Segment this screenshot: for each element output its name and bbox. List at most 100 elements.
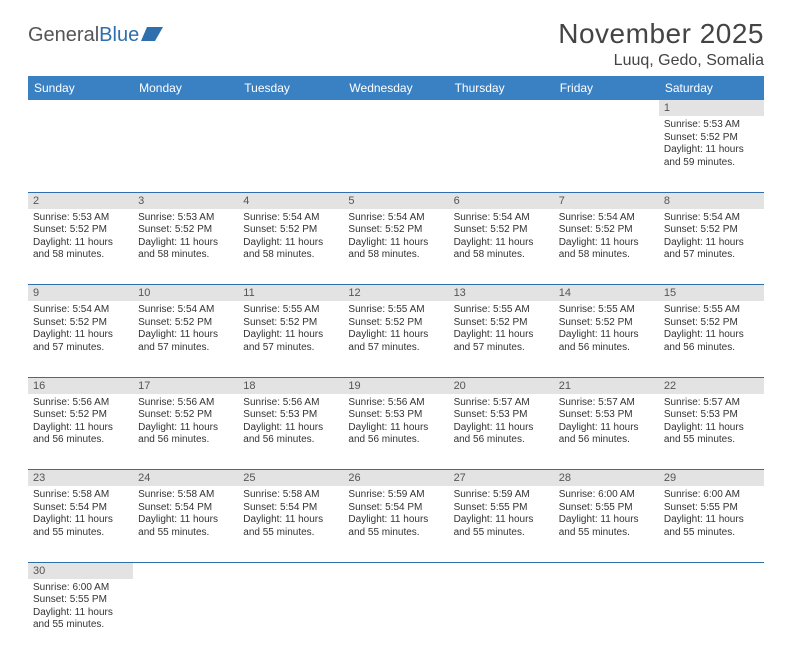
day-content-cell: Sunrise: 5:54 AMSunset: 5:52 PMDaylight:… [238, 209, 343, 285]
sunrise-line: Sunrise: 5:54 AM [454, 212, 549, 225]
day-number-cell [133, 562, 238, 579]
day-number-cell: 10 [133, 285, 238, 302]
day-number-cell [343, 562, 448, 579]
weekday-header: Friday [554, 76, 659, 100]
day-content-cell: Sunrise: 5:59 AMSunset: 5:55 PMDaylight:… [449, 486, 554, 562]
day-content-cell [28, 116, 133, 192]
day-content-cell: Sunrise: 5:55 AMSunset: 5:52 PMDaylight:… [449, 301, 554, 377]
sunrise-line: Sunrise: 5:56 AM [33, 397, 128, 410]
day-content-cell: Sunrise: 5:54 AMSunset: 5:52 PMDaylight:… [28, 301, 133, 377]
day-content-cell [343, 579, 448, 655]
sunrise-line: Sunrise: 5:54 AM [559, 212, 654, 225]
day-number-cell: 9 [28, 285, 133, 302]
sunrise-line: Sunrise: 5:53 AM [664, 119, 759, 132]
sunset-line: Sunset: 5:52 PM [664, 224, 759, 237]
sunset-line: Sunset: 5:54 PM [138, 502, 233, 515]
day-content-cell: Sunrise: 6:00 AMSunset: 5:55 PMDaylight:… [659, 486, 764, 562]
day-content-cell: Sunrise: 5:58 AMSunset: 5:54 PMDaylight:… [133, 486, 238, 562]
day-content-cell: Sunrise: 5:58 AMSunset: 5:54 PMDaylight:… [238, 486, 343, 562]
day-number-row: 16171819202122 [28, 377, 764, 394]
day-content-cell: Sunrise: 6:00 AMSunset: 5:55 PMDaylight:… [28, 579, 133, 655]
calendar-body: 1Sunrise: 5:53 AMSunset: 5:52 PMDaylight… [28, 100, 764, 655]
calendar-table: SundayMondayTuesdayWednesdayThursdayFrid… [28, 76, 764, 655]
day-content-cell: Sunrise: 5:55 AMSunset: 5:52 PMDaylight:… [343, 301, 448, 377]
sunrise-line: Sunrise: 5:54 AM [138, 304, 233, 317]
day-content-row: Sunrise: 5:53 AMSunset: 5:52 PMDaylight:… [28, 209, 764, 285]
brand-logo: GeneralBlue [28, 18, 163, 47]
flag-icon [141, 27, 163, 41]
day-number-cell: 29 [659, 470, 764, 487]
sunset-line: Sunset: 5:52 PM [348, 224, 443, 237]
sunset-line: Sunset: 5:55 PM [664, 502, 759, 515]
day-number-cell: 12 [343, 285, 448, 302]
sunset-line: Sunset: 5:52 PM [33, 317, 128, 330]
sunrise-line: Sunrise: 5:54 AM [664, 212, 759, 225]
sunrise-line: Sunrise: 5:58 AM [243, 489, 338, 502]
day-number-row: 23242526272829 [28, 470, 764, 487]
day-number-cell: 19 [343, 377, 448, 394]
sunset-line: Sunset: 5:52 PM [664, 132, 759, 145]
sunset-line: Sunset: 5:54 PM [348, 502, 443, 515]
day-content-cell [449, 116, 554, 192]
day-content-row: Sunrise: 5:54 AMSunset: 5:52 PMDaylight:… [28, 301, 764, 377]
day-number-cell [133, 100, 238, 116]
day-content-cell: Sunrise: 6:00 AMSunset: 5:55 PMDaylight:… [554, 486, 659, 562]
sunset-line: Sunset: 5:52 PM [559, 317, 654, 330]
weekday-header: Monday [133, 76, 238, 100]
daylight-line: Daylight: 11 hours and 56 minutes. [454, 422, 549, 447]
day-number-cell [554, 100, 659, 116]
day-content-cell: Sunrise: 5:56 AMSunset: 5:53 PMDaylight:… [343, 394, 448, 470]
day-content-row: Sunrise: 6:00 AMSunset: 5:55 PMDaylight:… [28, 579, 764, 655]
day-number-row: 2345678 [28, 192, 764, 209]
sunrise-line: Sunrise: 5:56 AM [243, 397, 338, 410]
day-number-cell: 20 [449, 377, 554, 394]
day-content-cell: Sunrise: 5:53 AMSunset: 5:52 PMDaylight:… [133, 209, 238, 285]
sunset-line: Sunset: 5:55 PM [559, 502, 654, 515]
sunset-line: Sunset: 5:52 PM [243, 224, 338, 237]
day-content-cell [133, 579, 238, 655]
daylight-line: Daylight: 11 hours and 55 minutes. [664, 514, 759, 539]
sunrise-line: Sunrise: 5:58 AM [33, 489, 128, 502]
day-content-cell: Sunrise: 5:57 AMSunset: 5:53 PMDaylight:… [554, 394, 659, 470]
day-number-cell: 4 [238, 192, 343, 209]
day-content-cell: Sunrise: 5:56 AMSunset: 5:52 PMDaylight:… [28, 394, 133, 470]
sunrise-line: Sunrise: 6:00 AM [33, 582, 128, 595]
day-number-cell: 13 [449, 285, 554, 302]
day-content-row: Sunrise: 5:53 AMSunset: 5:52 PMDaylight:… [28, 116, 764, 192]
daylight-line: Daylight: 11 hours and 57 minutes. [33, 329, 128, 354]
sunrise-line: Sunrise: 5:54 AM [33, 304, 128, 317]
sunset-line: Sunset: 5:52 PM [559, 224, 654, 237]
day-number-row: 9101112131415 [28, 285, 764, 302]
sunset-line: Sunset: 5:54 PM [33, 502, 128, 515]
sunset-line: Sunset: 5:53 PM [559, 409, 654, 422]
brand-word-2: Blue [99, 24, 139, 47]
day-content-cell: Sunrise: 5:54 AMSunset: 5:52 PMDaylight:… [554, 209, 659, 285]
daylight-line: Daylight: 11 hours and 55 minutes. [243, 514, 338, 539]
sunrise-line: Sunrise: 5:57 AM [454, 397, 549, 410]
day-number-cell: 24 [133, 470, 238, 487]
sunset-line: Sunset: 5:53 PM [664, 409, 759, 422]
weekday-header: Tuesday [238, 76, 343, 100]
sunrise-line: Sunrise: 5:59 AM [348, 489, 443, 502]
sunset-line: Sunset: 5:52 PM [454, 224, 549, 237]
sunset-line: Sunset: 5:52 PM [348, 317, 443, 330]
day-number-cell: 28 [554, 470, 659, 487]
daylight-line: Daylight: 11 hours and 58 minutes. [348, 237, 443, 262]
day-number-cell [238, 100, 343, 116]
day-number-cell [449, 562, 554, 579]
day-number-cell [449, 100, 554, 116]
day-number-cell: 7 [554, 192, 659, 209]
sunrise-line: Sunrise: 5:53 AM [138, 212, 233, 225]
daylight-line: Daylight: 11 hours and 57 minutes. [664, 237, 759, 262]
day-content-cell: Sunrise: 5:54 AMSunset: 5:52 PMDaylight:… [449, 209, 554, 285]
weekday-header-row: SundayMondayTuesdayWednesdayThursdayFrid… [28, 76, 764, 100]
day-number-cell: 22 [659, 377, 764, 394]
day-content-cell: Sunrise: 5:54 AMSunset: 5:52 PMDaylight:… [659, 209, 764, 285]
day-number-cell: 2 [28, 192, 133, 209]
daylight-line: Daylight: 11 hours and 56 minutes. [559, 329, 654, 354]
sunset-line: Sunset: 5:53 PM [348, 409, 443, 422]
day-content-row: Sunrise: 5:56 AMSunset: 5:52 PMDaylight:… [28, 394, 764, 470]
day-content-cell: Sunrise: 5:56 AMSunset: 5:52 PMDaylight:… [133, 394, 238, 470]
sunrise-line: Sunrise: 5:55 AM [348, 304, 443, 317]
daylight-line: Daylight: 11 hours and 55 minutes. [664, 422, 759, 447]
